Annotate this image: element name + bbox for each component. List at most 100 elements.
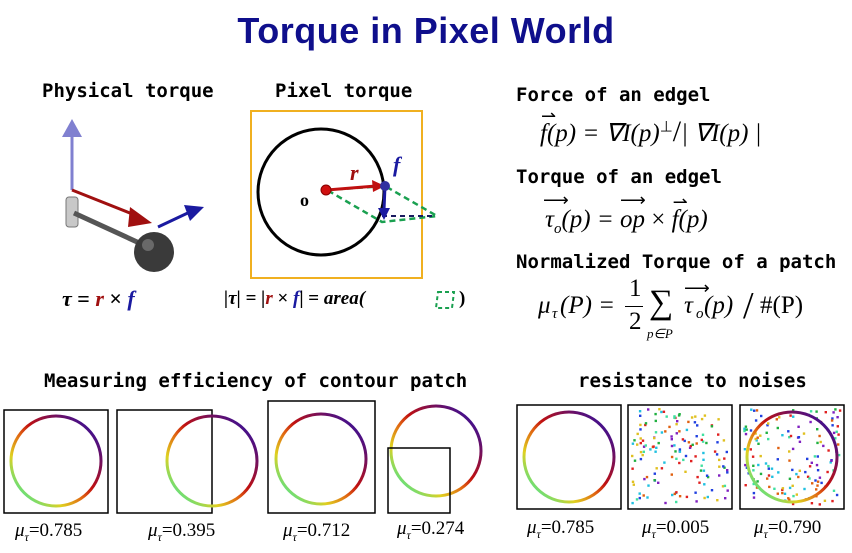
equals-part: | = xyxy=(299,288,324,309)
noise-dot xyxy=(671,493,674,497)
noise-dot xyxy=(706,495,709,499)
noise-dot xyxy=(792,415,795,418)
noise-dot xyxy=(670,473,673,476)
noise-dot xyxy=(836,416,839,419)
noise-dot xyxy=(670,435,673,438)
noise-dot xyxy=(743,427,746,430)
noise-dot xyxy=(818,434,821,438)
force-heading: Force of an edgel xyxy=(516,84,711,106)
noise-dot xyxy=(749,448,752,451)
noise-dot xyxy=(819,440,822,444)
noise-dot xyxy=(681,438,685,441)
noise-dot xyxy=(695,442,698,445)
noise-dot xyxy=(803,487,806,491)
noise-dot xyxy=(657,441,660,445)
noise-value-2: μτ=0.005 xyxy=(642,517,710,541)
noise-dot xyxy=(726,489,729,492)
noise-dot xyxy=(636,443,639,446)
noise-dot xyxy=(675,500,678,504)
noise-dot xyxy=(670,438,673,441)
noise-dot xyxy=(646,496,649,499)
pixel-torque-heading: Pixel torque xyxy=(275,80,413,102)
noise-dot xyxy=(835,430,838,433)
noise-dot xyxy=(791,502,795,506)
efficiency-value-3: μτ=0.712 xyxy=(283,520,351,544)
normalized-formula: μ τ (P) = 1 2 ∑ p∈P ⟶ τ o (p) / #(P) xyxy=(538,275,804,341)
noise-panel-3 xyxy=(739,404,845,510)
area-parallelogram xyxy=(322,184,441,224)
efficiency-panel-1 xyxy=(3,409,109,514)
f-vector-arrow xyxy=(157,209,193,229)
noise-dot xyxy=(641,439,645,442)
noise-dot xyxy=(787,430,790,433)
noise-dot xyxy=(673,416,676,419)
physical-torque-heading: Physical torque xyxy=(42,80,214,102)
noise-dot xyxy=(645,475,649,479)
noise-dot xyxy=(766,424,769,427)
perp-symbol: ⊥ xyxy=(659,119,673,136)
noise-dot xyxy=(797,475,800,479)
r-vector-arrow xyxy=(71,188,141,219)
noise-dot xyxy=(644,422,648,425)
equals-sign: = xyxy=(77,286,90,311)
noise-dot xyxy=(820,481,823,485)
noise-dot xyxy=(754,419,758,422)
noise-dot xyxy=(745,428,748,431)
noise-dot xyxy=(759,472,763,476)
noise-dot xyxy=(744,432,748,436)
noise-dot xyxy=(744,425,748,428)
noise-dot xyxy=(718,474,721,477)
noise-dot xyxy=(654,431,658,434)
efficiency-value-4: μτ=0.274 xyxy=(397,518,465,542)
f-symbol: f xyxy=(127,286,135,311)
noise-dot xyxy=(652,445,655,448)
noise-dot xyxy=(647,408,650,411)
noise-dot xyxy=(662,410,666,413)
noise-dot xyxy=(654,450,657,453)
noise-dot xyxy=(695,435,698,438)
noise-dot xyxy=(717,433,720,436)
noise-dot xyxy=(756,480,759,483)
noise-dot xyxy=(700,438,703,442)
noise-dot xyxy=(743,429,746,433)
noise-panels xyxy=(516,404,845,510)
noise-dot xyxy=(673,415,676,418)
noise-dot xyxy=(726,471,729,474)
mu-symbol: μ xyxy=(538,292,551,319)
noise-dot xyxy=(665,415,668,418)
f-vec: f xyxy=(540,120,547,147)
noise-dot xyxy=(699,469,703,472)
noise-dot xyxy=(826,470,829,474)
noise-dot xyxy=(791,447,795,451)
noise-dot xyxy=(642,450,645,453)
efficiency-panels xyxy=(3,400,483,514)
noise-dot xyxy=(776,458,779,461)
noise-dot xyxy=(694,491,697,494)
noise-dot xyxy=(770,467,774,470)
noise-dot xyxy=(798,469,801,472)
mu-arg: (P) = xyxy=(560,292,616,319)
noise-dot xyxy=(759,434,762,437)
pixel-torque-equation: |τ| = |r × f| = area( xyxy=(224,288,365,310)
pivot-post xyxy=(65,196,79,228)
f-vector-arrowhead xyxy=(184,205,204,221)
noise-dot xyxy=(806,457,809,461)
noise-dot xyxy=(757,442,760,445)
noise-dot xyxy=(632,483,635,486)
noise-dot xyxy=(760,414,763,418)
tau-subscript: o xyxy=(696,306,704,322)
noise-dot xyxy=(638,496,641,500)
noise-dot xyxy=(702,469,706,472)
noise-dot xyxy=(829,461,832,464)
noise-dot xyxy=(725,450,728,454)
noise-dot xyxy=(816,469,820,472)
noise-dot xyxy=(808,465,812,468)
noise-dot xyxy=(788,436,791,439)
pixel-patch-frame xyxy=(250,110,423,279)
noise-dot xyxy=(644,444,647,447)
noise-dot xyxy=(726,469,729,472)
noise-dot xyxy=(684,470,687,473)
noise-dot xyxy=(636,432,639,436)
noise-dot xyxy=(658,408,661,411)
fraction-denominator: 2 xyxy=(629,308,642,335)
